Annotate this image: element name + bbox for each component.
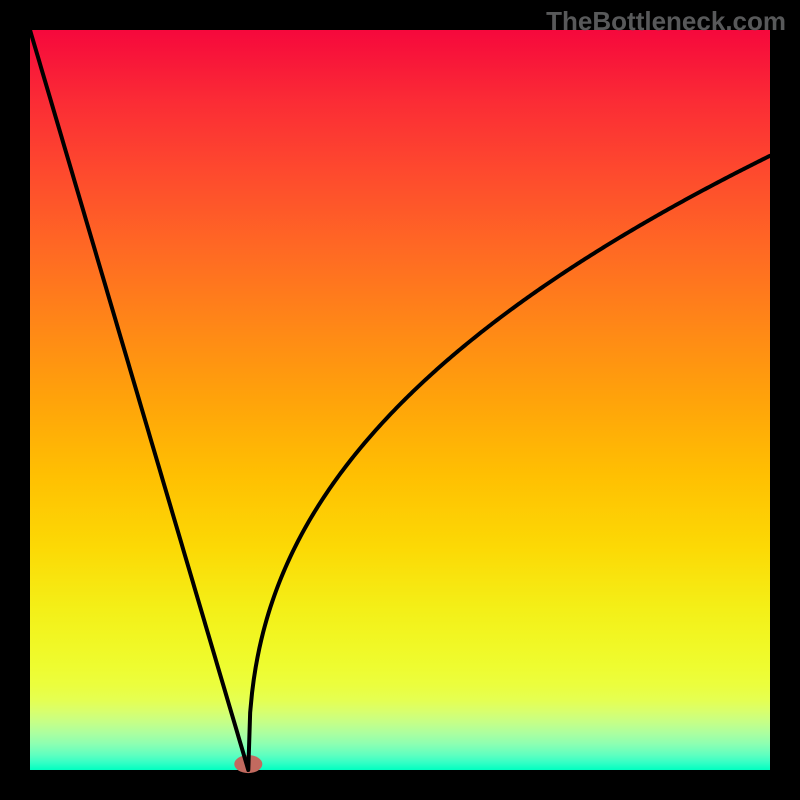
chart-stage: TheBottleneck.com [0, 0, 800, 800]
bottleneck-chart [0, 0, 800, 800]
watermark-text: TheBottleneck.com [546, 6, 786, 37]
